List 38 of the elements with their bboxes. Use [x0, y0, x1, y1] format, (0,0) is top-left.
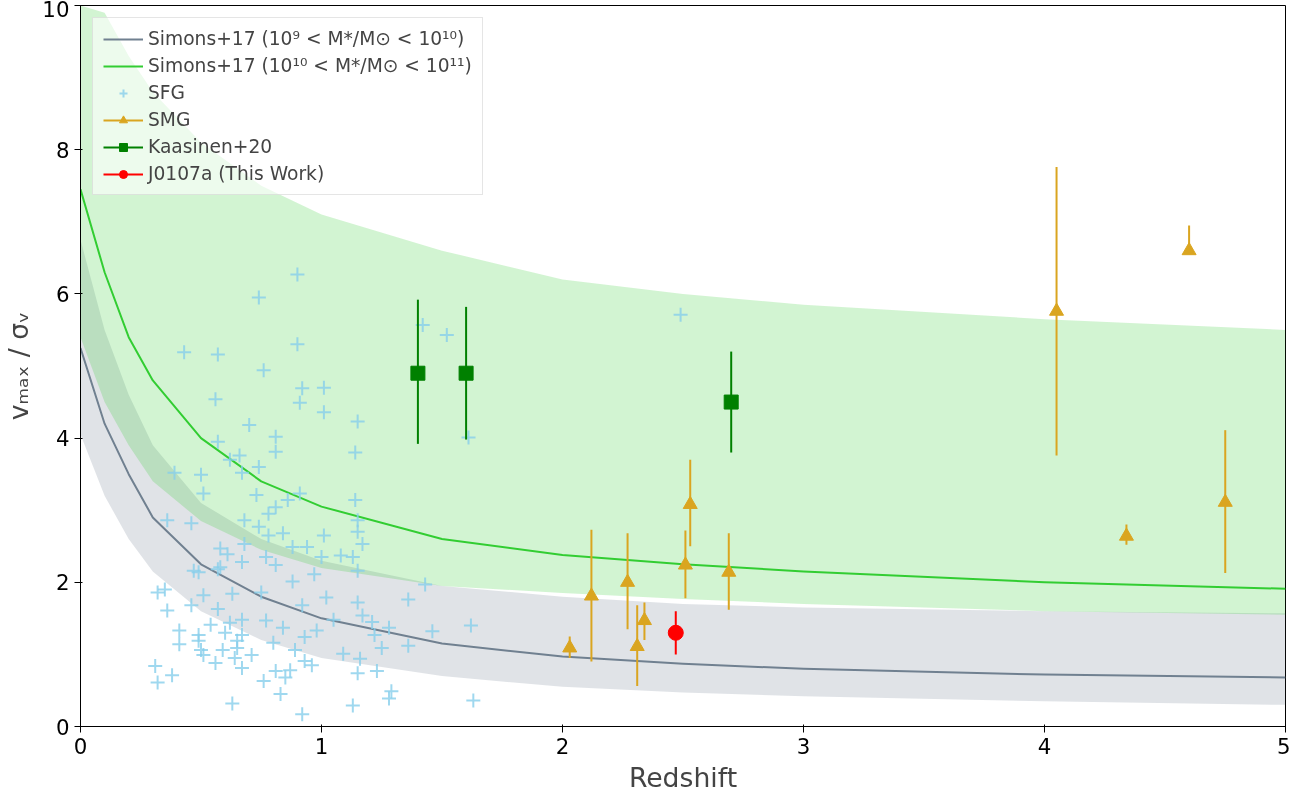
point — [723, 394, 739, 410]
legend-label: SMG — [148, 109, 191, 130]
x-tick-label: 2 — [555, 733, 570, 759]
point — [410, 365, 426, 381]
x-tick-label: 4 — [1037, 733, 1052, 759]
point — [1217, 493, 1233, 507]
point — [1049, 302, 1065, 316]
point — [1181, 242, 1197, 256]
y-axis-title: vₘₐₓ / σᵥ — [3, 311, 35, 421]
point — [682, 495, 698, 509]
line-series — [80, 346, 1286, 679]
x-axis-title: Redshift — [628, 761, 738, 793]
x-tick-label: 0 — [73, 733, 88, 759]
y-tick-label: 4 — [55, 426, 70, 452]
point — [1118, 527, 1134, 541]
legend-label: SFG — [148, 82, 186, 103]
line-series — [80, 188, 1286, 590]
y-tick-label: 10 — [42, 0, 70, 22]
point — [583, 587, 599, 601]
legend-label: Kaasinen+20 — [148, 136, 273, 157]
y-tick-label: 2 — [55, 570, 70, 596]
x-tick-label: 3 — [796, 733, 811, 759]
x-tick-label: 1 — [314, 733, 329, 759]
point — [636, 611, 652, 626]
y-tick-label: 6 — [55, 281, 70, 307]
point — [458, 365, 474, 381]
point — [721, 563, 737, 577]
point — [667, 624, 684, 641]
legend-label: Simons+17 (10¹⁰ < M*/M⊙ < 10¹¹) — [148, 55, 472, 76]
point — [620, 573, 636, 587]
x-tick-label: 5 — [1276, 733, 1291, 759]
y-tick-label: 8 — [55, 137, 70, 163]
point — [562, 639, 578, 653]
legend-label: J0107a (This Work) — [148, 163, 325, 184]
point — [629, 637, 645, 652]
point — [677, 556, 693, 570]
legend-label: Simons+17 (10⁹ < M*/M⊙ < 10¹⁰) — [148, 28, 465, 49]
y-tick-label: 0 — [55, 714, 70, 740]
